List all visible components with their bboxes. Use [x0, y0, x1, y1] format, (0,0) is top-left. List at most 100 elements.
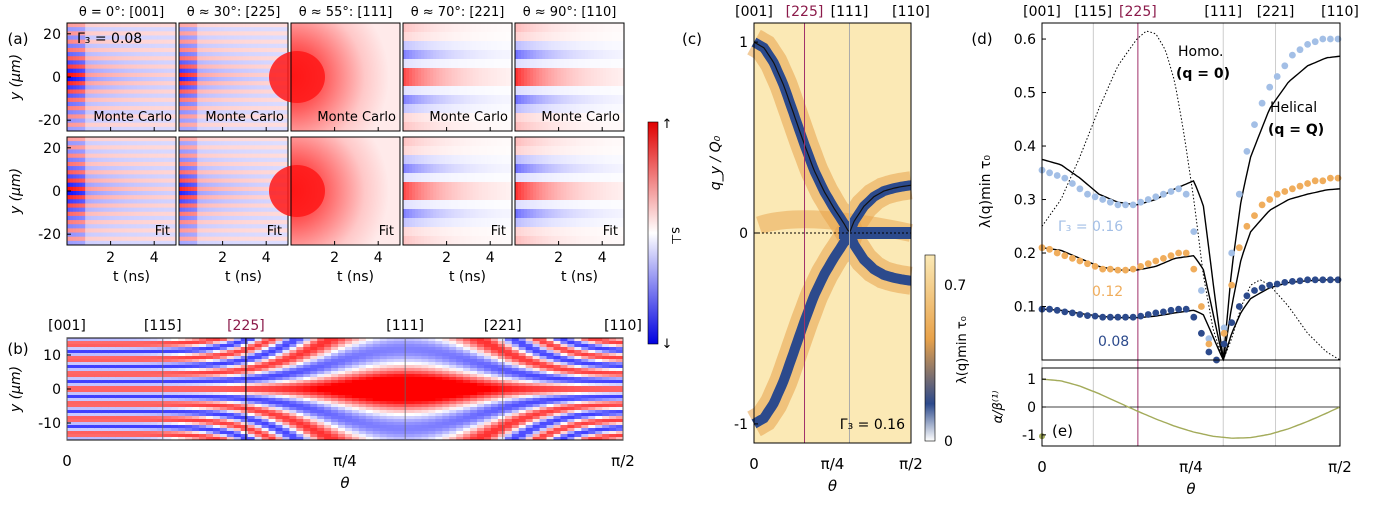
- heatmap-pixel: [588, 32, 591, 41]
- heatmap-pixel: [479, 32, 482, 41]
- heatmap-pixel: [255, 199, 258, 204]
- heatmap-pixel: [85, 212, 88, 217]
- heatmap-pixel: [88, 119, 91, 124]
- heatmap-pixel: [506, 200, 509, 209]
- heatmap-pixel: [91, 162, 94, 167]
- heatmap-pixel: [503, 23, 506, 32]
- heatmap-pixel: [118, 149, 121, 154]
- heatmap-pixel: [409, 164, 412, 173]
- heatmap-pixel: [518, 59, 521, 68]
- heatmap-pixel: [140, 220, 143, 225]
- heatmap-pixel: [240, 141, 243, 146]
- heatmap-pixel: [155, 98, 158, 103]
- heatmap-pixel: [164, 199, 167, 204]
- heatmap-pixel: [221, 174, 224, 179]
- heatmap-pixel: [270, 52, 273, 57]
- heatmap-pixel: [521, 41, 524, 50]
- heatmap-pixel: [442, 50, 445, 59]
- heatmap-pixel: [149, 85, 152, 90]
- heatmap-pixel: [88, 199, 91, 204]
- heatmap-pixel: [234, 174, 237, 179]
- heatmap-pixel: [91, 48, 94, 53]
- heatmap-pixel: [131, 60, 134, 65]
- heatmap-pixel: [197, 31, 200, 36]
- heatmap-pixel: [118, 166, 121, 171]
- heatmap-pixel: [76, 158, 79, 163]
- heatmap-pixel: [97, 102, 100, 107]
- heatmap-pixel: [131, 89, 134, 94]
- heatmap-pixel: [203, 154, 206, 159]
- heatmap-pixel: [155, 162, 158, 167]
- heatmap-pixel: [470, 227, 473, 236]
- heatmap-pixel: [125, 162, 128, 167]
- heatmap-pixel: [167, 73, 170, 78]
- heatmap-pixel: [125, 170, 128, 175]
- heatmap-pixel: [270, 141, 273, 146]
- heatmap-pixel: [70, 195, 73, 200]
- heatmap-pixel: [85, 94, 88, 99]
- heatmap-pixel: [143, 73, 146, 78]
- heatmap-pixel: [539, 77, 542, 86]
- column-title: θ ≈ 90°: [110]: [523, 5, 617, 20]
- heatmap-pixel: [218, 166, 221, 171]
- heatmap-pixel: [152, 102, 155, 107]
- heatmap-pixel: [140, 23, 143, 28]
- heatmap-pixel: [240, 149, 243, 154]
- heatmap-pixel: [91, 69, 94, 74]
- heatmap-pixel: [252, 212, 255, 217]
- heatmap-pixel: [476, 95, 479, 104]
- heatmap-pixel: [73, 203, 76, 208]
- heatmap-pixel: [448, 236, 451, 245]
- heatmap-pixel: [125, 220, 128, 225]
- heatmap-pixel: [545, 32, 548, 41]
- heatmap-pixel: [424, 209, 427, 218]
- heatmap-pixel: [230, 145, 233, 150]
- heatmap-pixel: [497, 95, 500, 104]
- heatmap-pixel: [612, 59, 615, 68]
- heatmap-pixel: [149, 44, 152, 49]
- heatmap-pixel: [112, 212, 115, 217]
- heatmap-pixel: [545, 23, 548, 32]
- heatmap-pixel: [115, 179, 118, 184]
- heatmap-pixel: [203, 52, 206, 57]
- heatmap-pixel: [548, 68, 551, 77]
- heatmap-pixel: [415, 209, 418, 218]
- heatmap-pixel: [403, 77, 406, 86]
- heatmap-pixel: [246, 187, 249, 192]
- heatmap-pixel: [448, 23, 451, 32]
- heatmap-pixel: [270, 162, 273, 167]
- heatmap-pixel: [152, 89, 155, 94]
- heatmap-pixel: [209, 77, 212, 82]
- heatmap-pixel: [82, 158, 85, 163]
- heatmap-pixel: [282, 48, 285, 53]
- heatmap-pixel: [94, 77, 97, 82]
- heatmap-pixel: [461, 173, 464, 182]
- heatmap-pixel: [252, 179, 255, 184]
- heatmap-pixel: [115, 191, 118, 196]
- heatmap-pixel: [461, 164, 464, 173]
- heatmap-pixel: [430, 146, 433, 155]
- heatmap-pixel: [125, 81, 128, 86]
- heatmap-pixel: [500, 86, 503, 95]
- heatmap-pixel: [218, 162, 221, 167]
- heatmap-pixel: [485, 200, 488, 209]
- heatmap-pixel: [200, 31, 203, 36]
- heatmap-pixel: [458, 209, 461, 218]
- heatmap-pixel: [197, 162, 200, 167]
- heatmap-pixel: [436, 155, 439, 164]
- heatmap-pixel: [125, 158, 128, 163]
- heatmap-pixel: [149, 216, 152, 221]
- heatmap-pixel: [215, 137, 218, 142]
- heatmap-pixel: [88, 137, 91, 142]
- heatmap-pixel: [182, 237, 185, 242]
- heatmap-pixel: [409, 104, 412, 113]
- heatmap-pixel: [282, 44, 285, 49]
- heatmap-pixel: [264, 212, 267, 217]
- heatmap-pixel: [409, 191, 412, 200]
- heatmap-pixel: [143, 149, 146, 154]
- heatmap-pixel: [230, 77, 233, 82]
- heatmap-pixel: [557, 86, 560, 95]
- heatmap-pixel: [143, 48, 146, 53]
- heatmap-pixel: [158, 191, 161, 196]
